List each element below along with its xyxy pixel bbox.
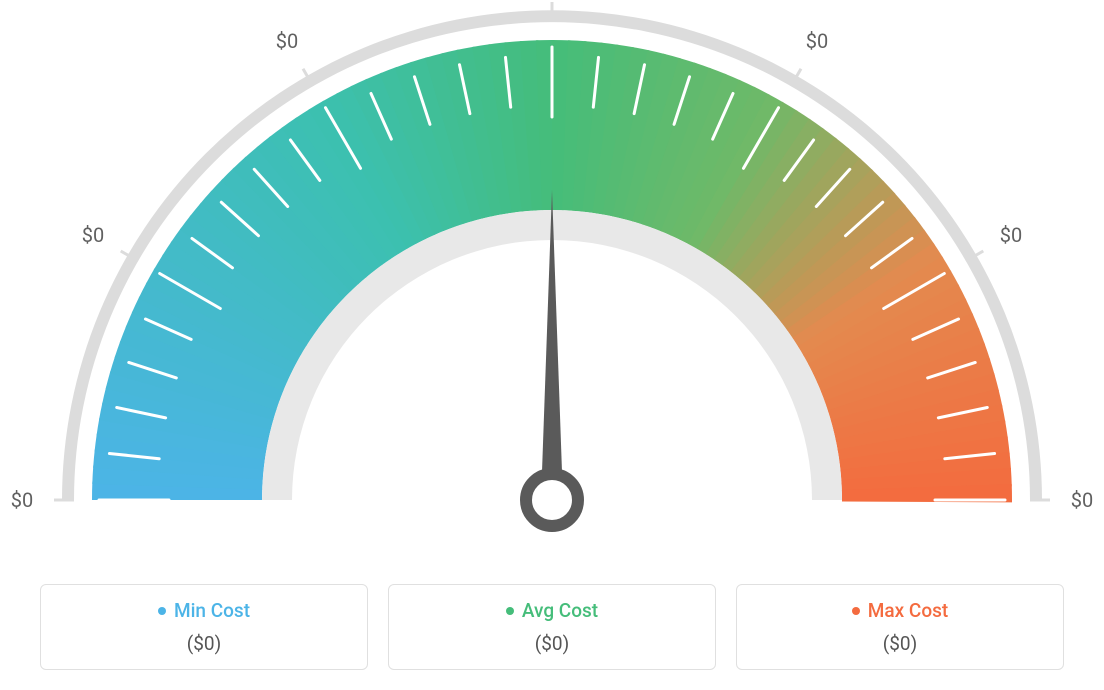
legend-dot-min (158, 607, 166, 615)
legend-label-min: Min Cost (174, 599, 250, 622)
gauge-svg (0, 0, 1104, 560)
gauge-tick-label: $0 (806, 29, 828, 53)
legend-card-avg: Avg Cost ($0) (388, 584, 716, 670)
legend-dot-max (852, 607, 860, 615)
legend-dot-avg (506, 607, 514, 615)
legend-title-avg: Avg Cost (506, 599, 598, 622)
gauge-tick-label: $0 (1000, 223, 1022, 247)
legend-title-min: Min Cost (158, 599, 250, 622)
legend-value-min: ($0) (51, 632, 357, 655)
gauge-tick-label: $0 (11, 488, 33, 512)
cost-gauge-widget: $0$0$0$0$0$0$0 Min Cost ($0) Avg Cost ($… (0, 0, 1104, 690)
legend-title-max: Max Cost (852, 599, 948, 622)
gauge-chart: $0$0$0$0$0$0$0 (0, 0, 1104, 560)
gauge-tick-label: $0 (82, 223, 104, 247)
legend-label-max: Max Cost (868, 599, 948, 622)
legend-row: Min Cost ($0) Avg Cost ($0) Max Cost ($0… (40, 584, 1064, 670)
legend-card-max: Max Cost ($0) (736, 584, 1064, 670)
legend-value-max: ($0) (747, 632, 1053, 655)
legend-card-min: Min Cost ($0) (40, 584, 368, 670)
legend-value-avg: ($0) (399, 632, 705, 655)
gauge-tick-label: $0 (276, 29, 298, 53)
gauge-tick-label: $0 (1071, 488, 1093, 512)
legend-label-avg: Avg Cost (522, 599, 598, 622)
